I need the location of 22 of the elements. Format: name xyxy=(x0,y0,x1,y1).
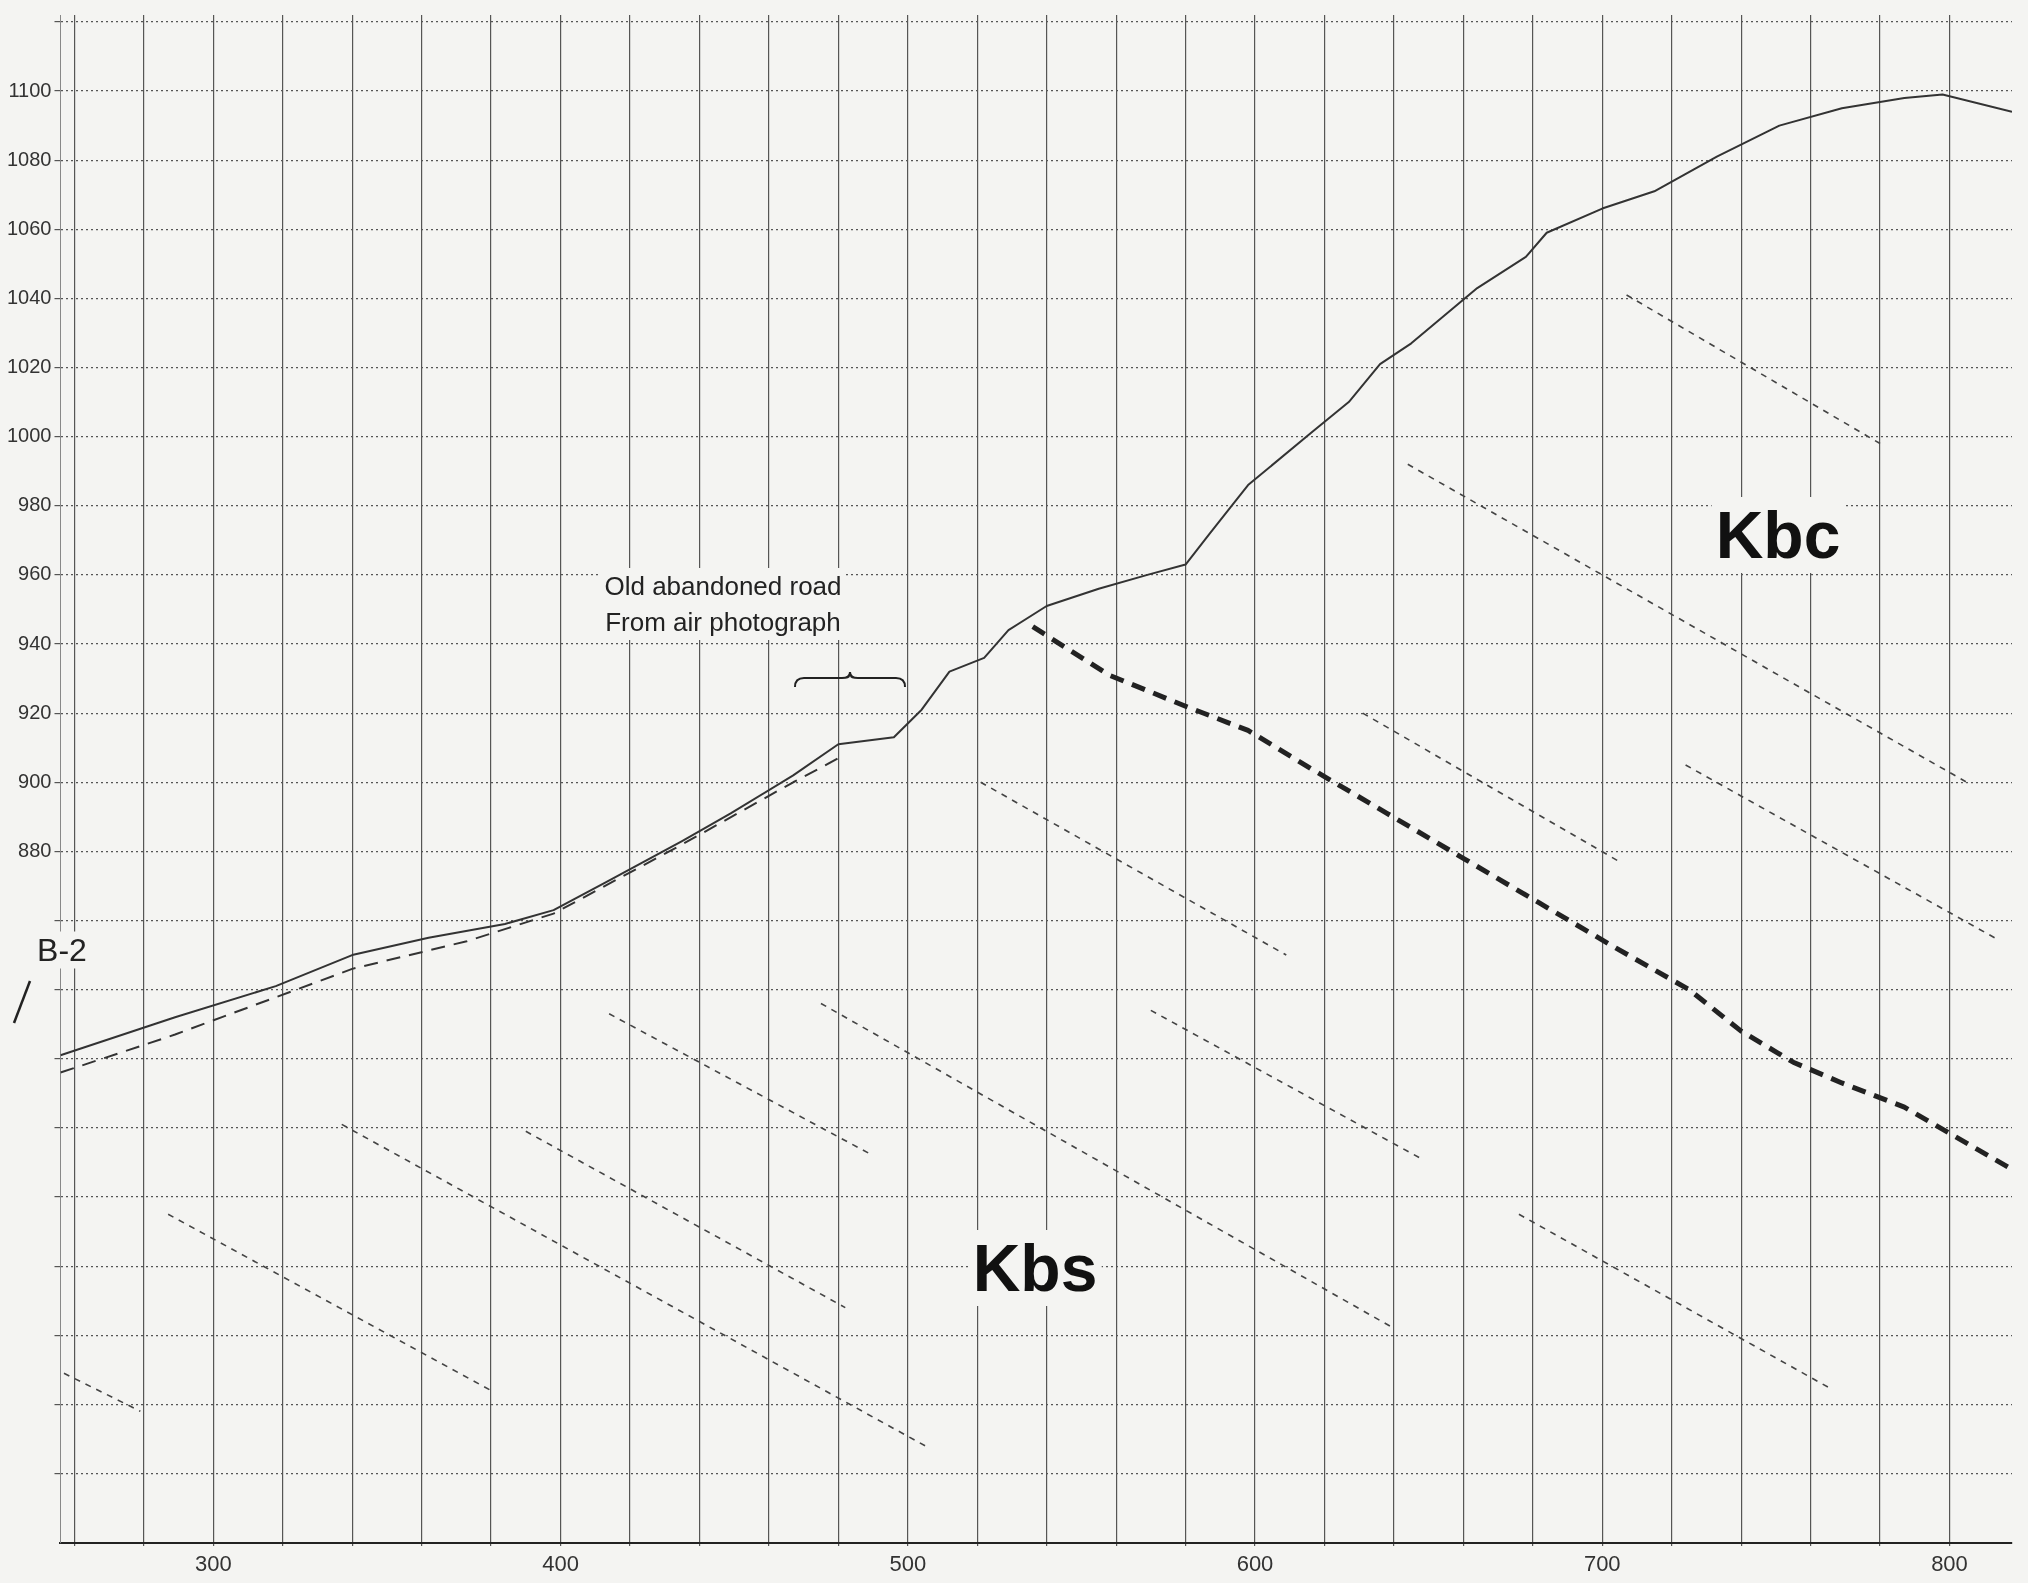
x-tick-label: 300 xyxy=(194,1550,232,1576)
y-tick-label: 1060 xyxy=(6,216,52,239)
x-tick-label: 600 xyxy=(1236,1550,1274,1576)
y-tick-label: 960 xyxy=(18,562,52,585)
x-tick-label: 700 xyxy=(1583,1550,1621,1576)
y-tick-label: 920 xyxy=(18,700,52,723)
y-tick-label: 1000 xyxy=(6,424,52,447)
x-tick-label: 400 xyxy=(542,1550,579,1576)
x-tick-label: 500 xyxy=(889,1550,927,1576)
y-tick-label: 1080 xyxy=(6,147,52,170)
y-tick-label: 1040 xyxy=(6,285,52,308)
annotation: Kbs xyxy=(968,1230,1102,1306)
y-tick-label: 980 xyxy=(18,493,52,516)
annotation: Kbc xyxy=(1711,497,1845,573)
annotation: Old abandoned road From air photograph xyxy=(600,568,846,640)
y-tick-label: 1100 xyxy=(8,78,52,101)
y-tick-label: 940 xyxy=(18,631,52,654)
x-tick-label: 800 xyxy=(1931,1550,1968,1576)
y-tick-label: 880 xyxy=(18,838,52,861)
y-tick-label: 900 xyxy=(18,769,52,792)
y-tick-label: 1020 xyxy=(6,355,52,378)
annotation: B-2 xyxy=(35,931,89,969)
